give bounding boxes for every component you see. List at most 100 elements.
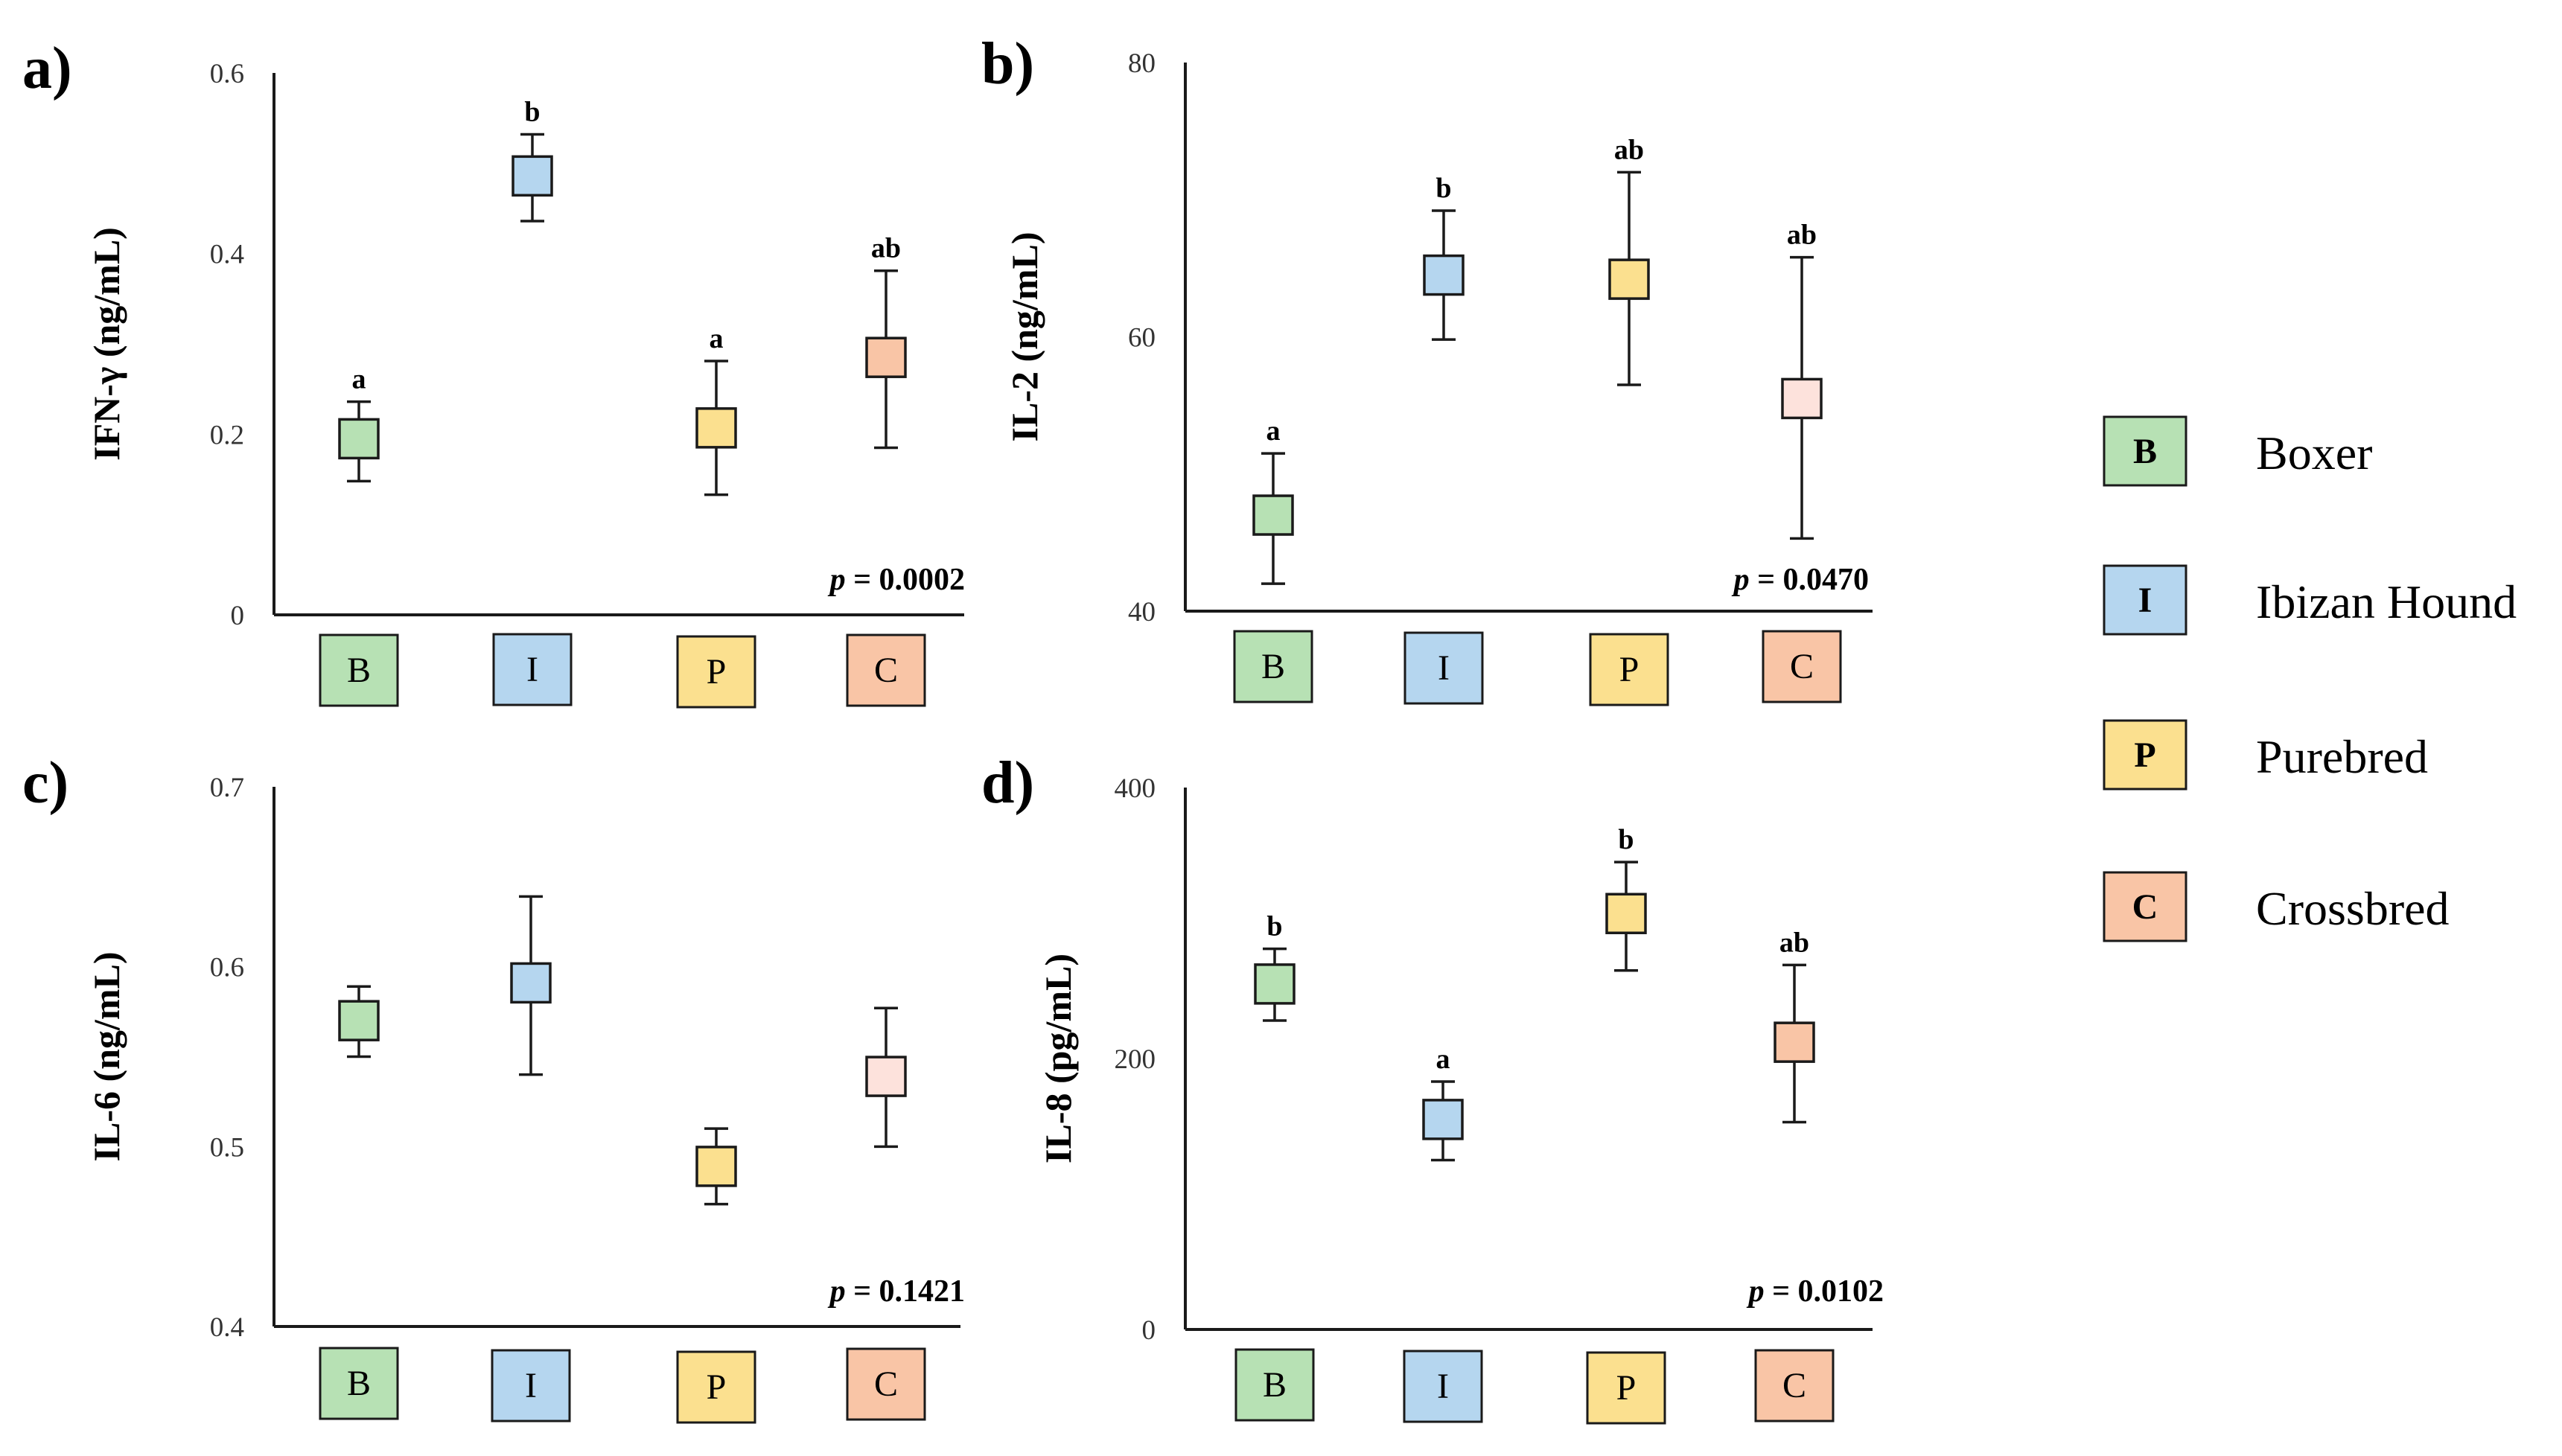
chart-panel-3: c) 0.4 0.5 0.6 0.7 IL-6 (ng/mL) B I P Cp = 0.1421 (22, 750, 965, 1424)
mean-marker (1254, 963, 1296, 1005)
category-box-bg (1403, 631, 1484, 705)
y-tick-label: 400 (1115, 773, 1156, 804)
legend-letter: B (2133, 432, 2157, 471)
significance-label: a (1266, 415, 1281, 447)
y-tick-label: 0.5 (210, 1132, 244, 1163)
category-label: B (347, 1364, 371, 1403)
category-box-bg (676, 1350, 756, 1424)
category-box-bg (1586, 1351, 1666, 1425)
y-tick-label: 0.4 (210, 240, 244, 270)
category-box-bg (319, 633, 399, 707)
y-axis-label: IL-2 (ng/mL) (1004, 232, 1045, 442)
y-tick-label: 0 (1142, 1315, 1156, 1346)
y-tick-label: 40 (1128, 597, 1156, 628)
significance-label: ab (1614, 134, 1644, 165)
mean-marker (338, 1000, 380, 1041)
data-point-B: a (338, 364, 380, 483)
category-box-B: B (1233, 630, 1313, 703)
category-box-I: I (491, 1349, 571, 1423)
category-label: C (1790, 647, 1814, 686)
data-point-I: a (1422, 1044, 1464, 1162)
category-label: I (1438, 648, 1450, 688)
p-value: = 0.0102 (1765, 1274, 1884, 1309)
mean-marker (865, 1056, 907, 1097)
y-tick-label: 0.6 (210, 59, 244, 89)
legend-letter: I (2138, 581, 2152, 620)
legend-label: Crossbred (2256, 882, 2450, 935)
category-box-bg (491, 1349, 571, 1423)
category-box-bg (846, 1347, 926, 1421)
mean-marker (512, 155, 553, 197)
mean-marker (1608, 258, 1650, 300)
category-box-I: I (1403, 631, 1484, 705)
legend-swatch (2103, 415, 2187, 487)
significance-label: ab (871, 233, 901, 264)
significance-label: b (524, 97, 540, 128)
y-axis-label: IL-6 (ng/mL) (86, 952, 127, 1162)
p-value: = 0.1421 (846, 1274, 965, 1309)
y-tick-label: 0.4 (210, 1312, 244, 1343)
category-box-bg (676, 635, 756, 709)
category-label: I (526, 650, 538, 689)
chart-panel-4: d) 0 200 400 IL-8 (pg/mL) b Ba Ib Pab Cp = 0.0102 (981, 750, 1884, 1425)
p-value-prefix: p (828, 1274, 846, 1309)
data-point-C (865, 1006, 907, 1149)
p-value-prefix: p (1732, 563, 1750, 597)
legend-label: Purebred (2256, 730, 2428, 783)
category-label: I (1437, 1367, 1449, 1406)
legend-letter: C (2132, 887, 2158, 927)
mean-marker (1781, 377, 1823, 420)
category-box-bg (1589, 633, 1669, 706)
significance-label: a (710, 323, 724, 354)
y-tick-label: 80 (1128, 48, 1156, 79)
legend-item-P: P Purebred (2103, 719, 2428, 791)
category-label: B (1261, 647, 1285, 686)
mean-marker (1423, 254, 1465, 296)
category-box-bg (1233, 630, 1313, 703)
category-label: C (874, 651, 898, 690)
category-label: P (1619, 650, 1640, 689)
significance-label: b (1266, 911, 1282, 942)
data-point-P: ab (1608, 134, 1650, 386)
category-label: C (1782, 1366, 1806, 1405)
legend-item-C: C Crossbred (2103, 871, 2450, 942)
data-point-B: b (1254, 911, 1296, 1022)
y-axis-label: IL-8 (pg/mL) (1037, 954, 1079, 1163)
category-box-P: P (676, 635, 756, 709)
category-box-I: I (492, 633, 573, 706)
legend-label: Ibizan Hound (2256, 575, 2517, 628)
category-box-C: C (846, 633, 926, 707)
legend-swatch (2103, 719, 2187, 791)
category-label: B (347, 651, 371, 690)
p-value-prefix: p (828, 563, 846, 597)
legend-label: Boxer (2256, 427, 2372, 479)
data-point-P (695, 1127, 737, 1206)
category-box-P: P (1586, 1351, 1666, 1425)
mean-marker (865, 336, 907, 378)
data-point-C: ab (865, 233, 907, 450)
mean-marker (1605, 893, 1647, 935)
category-box-B: B (1234, 1348, 1315, 1422)
chart-panel-1: a) 0 0.2 0.4 0.6 IFN-γ (ng/mL) a Bb Ia Pab Cp = 0.… (22, 36, 965, 709)
category-label: C (874, 1364, 898, 1404)
data-point-I: b (512, 97, 553, 223)
p-value: = 0.0470 (1750, 563, 1869, 597)
panel-letter: d) (981, 750, 1034, 816)
category-box-C: C (1762, 630, 1842, 703)
data-point-B (338, 985, 380, 1059)
significance-label: b (1435, 173, 1451, 204)
category-box-B: B (319, 1347, 399, 1420)
data-point-C: ab (1781, 220, 1823, 540)
legend-item-I: I Ibizan Hound (2103, 564, 2517, 636)
p-value-annotation: p = 0.0470 (1732, 563, 1869, 597)
mean-marker (695, 407, 737, 449)
legend: B Boxer I Ibizan Hound P Purebred C Crossbred (2103, 415, 2517, 942)
data-point-B: a (1252, 415, 1294, 585)
y-tick-label: 200 (1115, 1044, 1156, 1075)
category-label: P (707, 652, 727, 692)
data-point-P: b (1605, 824, 1647, 972)
category-box-bg (492, 633, 573, 706)
category-label: I (525, 1366, 537, 1405)
y-tick-label: 0.2 (210, 420, 244, 450)
y-axis-label: IFN-γ (ng/mL) (86, 227, 127, 461)
